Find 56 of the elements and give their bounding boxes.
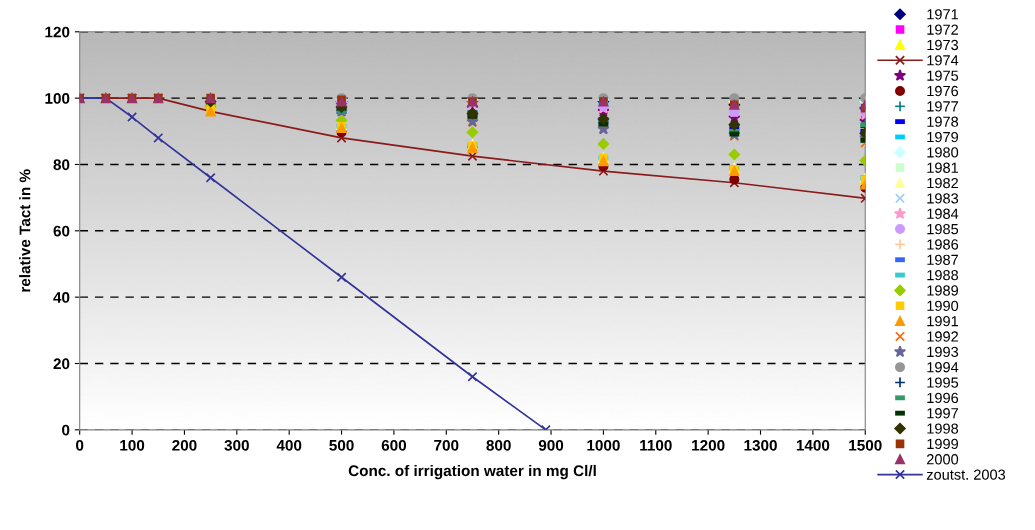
- x-tick-label: 200: [172, 439, 197, 451]
- y-tick-label: 20: [53, 358, 70, 370]
- legend-label: 1993: [927, 346, 959, 358]
- legend-label: 1976: [927, 85, 959, 97]
- legend-label: 1971: [927, 9, 959, 20]
- legend-label: 1999: [927, 438, 959, 450]
- x-tick-label: 800: [486, 439, 511, 451]
- legend-label: 1974: [927, 55, 959, 66]
- x-tick-label: 700: [434, 439, 459, 451]
- x-tick-label: 1500: [849, 439, 882, 451]
- y-tick-label: 100: [45, 93, 70, 104]
- y-tick-label: 0: [62, 424, 70, 436]
- legend-label: 1990: [927, 300, 959, 312]
- legend-label: 1989: [927, 285, 959, 296]
- x-axis-title: Conc. of irrigation water in mg Cl/l: [348, 464, 596, 480]
- legend-label: zoutst. 2003: [926, 469, 1006, 480]
- x-tick-label: 0: [76, 439, 84, 451]
- legend-label: 2000: [927, 454, 959, 465]
- x-tick-label: 1400: [796, 439, 830, 451]
- legend-label: 1981: [927, 162, 959, 173]
- legend-label: 1978: [927, 116, 959, 127]
- x-tick-label: 400: [276, 439, 302, 451]
- x-tick-label: 1100: [640, 439, 672, 451]
- x-tick-label: 900: [538, 439, 564, 451]
- legend-label: 1972: [927, 24, 958, 35]
- legend-label: 1983: [927, 193, 959, 204]
- legend-label: 1992: [927, 331, 958, 342]
- legend-label: 1987: [927, 254, 958, 265]
- legend-label: 1973: [927, 39, 959, 51]
- x-tick-label: 600: [381, 439, 407, 451]
- legend-label: 1985: [927, 223, 959, 235]
- x-tick-label: 300: [224, 439, 249, 451]
- legend-label: 1986: [927, 239, 959, 250]
- legend-label: 1994: [927, 362, 959, 373]
- y-axis-title: relative Tact in %: [19, 169, 31, 292]
- legend-label: 1980: [927, 147, 959, 158]
- legend-label: 1977: [927, 101, 958, 112]
- x-tick-label: 100: [120, 439, 145, 451]
- legend-label: 1988: [927, 269, 959, 281]
- y-tick-label: 80: [53, 159, 70, 171]
- legend-label: 1979: [927, 131, 959, 143]
- x-tick-label: 1300: [744, 439, 777, 451]
- legend-label: 1982: [927, 177, 958, 189]
- legend-label: 1998: [927, 423, 959, 434]
- legend-label: 1991: [927, 316, 959, 327]
- legend-label: 1997: [927, 408, 958, 419]
- x-tick-label: 1200: [692, 439, 725, 451]
- y-tick-label: 60: [53, 225, 70, 237]
- legend-label: 1996: [927, 392, 959, 404]
- y-tick-label: 120: [45, 26, 70, 38]
- legend-label: 1995: [927, 377, 959, 388]
- y-tick-label: 40: [53, 292, 70, 303]
- x-tick-label: 500: [329, 439, 354, 451]
- legend-label: 1984: [927, 208, 959, 219]
- x-tick-label: 1000: [587, 439, 620, 451]
- legend-label: 1975: [927, 70, 959, 81]
